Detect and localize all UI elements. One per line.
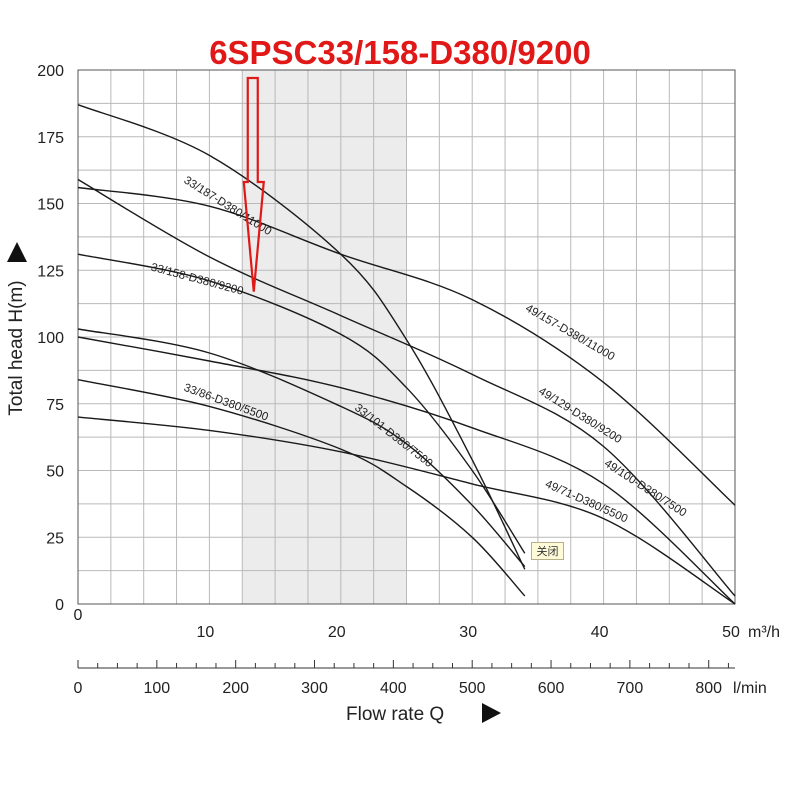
y-tick-label: 125 [37, 263, 64, 280]
series-curve [77, 186, 736, 506]
x-tick-label: 20 [328, 624, 346, 641]
x-unit-label: m³/h [748, 624, 780, 641]
y-tick-label: 150 [37, 197, 64, 214]
series-label: 49/157-D380/11000 [523, 303, 616, 364]
series-curve [77, 178, 736, 597]
y-tick-label: 25 [46, 530, 64, 547]
x2-tick-label: 0 [74, 680, 83, 697]
x-axis-arrow-icon [482, 703, 501, 723]
pointer-arrow-icon [242, 76, 265, 292]
x-tick-label: 50 [722, 624, 740, 641]
series-curve [77, 336, 736, 605]
x2-tick-label: 100 [143, 680, 170, 697]
x2-unit-label: l/min [733, 680, 767, 697]
series-curve [77, 328, 526, 568]
x-tick-label: 40 [591, 624, 609, 641]
x-tick-label: 30 [459, 624, 477, 641]
series-curve [77, 416, 736, 605]
x2-tick-label: 700 [617, 680, 644, 697]
series-curve [77, 379, 526, 597]
x2-tick-label: 800 [695, 680, 722, 697]
y-axis-arrow-icon [7, 242, 27, 262]
y-axis-title: Total head H(m) [6, 280, 27, 415]
x-axis-title: Flow rate Q [346, 704, 444, 725]
series-curve [77, 253, 526, 554]
y-tick-label: 75 [46, 397, 64, 414]
x2-tick-label: 600 [538, 680, 565, 697]
x-tick-label: 10 [197, 624, 215, 641]
y-tick-label: 0 [55, 597, 64, 614]
x2-tick-label: 200 [222, 680, 249, 697]
y-tick-label: 50 [46, 464, 64, 481]
x2-tick-label: 400 [380, 680, 407, 697]
series-curve [77, 104, 526, 570]
y-tick-label: 100 [37, 330, 64, 347]
x2-tick-label: 500 [459, 680, 486, 697]
x-tick-label: 0 [74, 607, 83, 624]
chart-title: 6SPSC33/158-D380/9200 [209, 34, 591, 71]
y-tick-label: 175 [37, 130, 64, 147]
y-tick-label: 200 [37, 63, 64, 80]
x2-tick-label: 300 [301, 680, 328, 697]
close-button[interactable]: 关闭 [531, 542, 564, 560]
